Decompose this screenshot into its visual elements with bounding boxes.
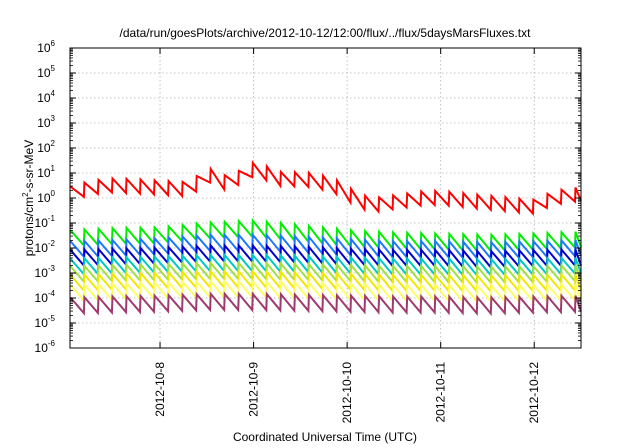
y-tick-label: 10-4 [35, 289, 56, 305]
y-tick-label: 10-2 [35, 239, 56, 255]
y-tick-exponent: 5 [51, 64, 56, 73]
x-tick-label: 2012-10-11 [434, 362, 448, 423]
y-tick-labels: 10-610-510-410-310-210-11001011021031041… [35, 39, 56, 355]
y-tick-label: 105 [37, 64, 55, 80]
series-line-7 [69, 268, 582, 295]
series-line-9 [69, 291, 582, 317]
y-tick-base: 10 [37, 91, 51, 105]
y-tick-label: 104 [37, 89, 55, 105]
series-line-6 [69, 260, 582, 286]
series-line-5 [69, 252, 582, 278]
x-tick-label: 2012-10-9 [247, 362, 261, 417]
series-line-2 [69, 217, 582, 254]
axis-ticks [70, 47, 581, 349]
series-line-1 [69, 160, 582, 217]
y-tick-exponent: -2 [48, 239, 56, 248]
y-tick-label: 106 [37, 39, 55, 55]
y-tick-label: 101 [37, 164, 55, 180]
y-tick-base: 10 [35, 216, 49, 230]
series-line-4 [69, 242, 582, 270]
series-line-3 [69, 232, 582, 261]
y-tick-exponent: -1 [48, 214, 56, 223]
y-tick-base: 10 [35, 291, 49, 305]
y-tick-label: 10-6 [35, 339, 56, 355]
x-tick-label: 2012-10-10 [340, 362, 354, 424]
y-tick-base: 10 [37, 41, 51, 55]
x-tick-labels: 2012-10-8 2012-10-9 2012-10-10 2012-10-11 20… [153, 362, 541, 424]
y-tick-exponent: 2 [51, 139, 56, 148]
series-line-8 [69, 278, 582, 305]
y-tick-label: 102 [37, 139, 55, 155]
y-tick-base: 10 [37, 191, 51, 205]
y-tick-base: 10 [35, 316, 49, 330]
y-tick-base: 10 [37, 116, 51, 130]
x-tick-label: 2012-10-12 [527, 362, 541, 424]
chart-title: /data/run/goesPlots/archive/2012-10-12/1… [120, 26, 532, 40]
y-tick-exponent: -5 [48, 314, 56, 323]
y-tick-base: 10 [37, 166, 51, 180]
y-tick-exponent: -3 [48, 264, 56, 273]
y-tick-exponent: 0 [51, 189, 56, 198]
y-tick-exponent: 3 [51, 114, 56, 123]
y-axis-label-base: protons/cm [22, 197, 36, 256]
y-tick-exponent: 4 [51, 89, 56, 98]
y-axis-label-rest: -s-sr-MeV [22, 140, 36, 193]
y-axis-label: protons/cm2-s-sr-MeV [21, 140, 36, 256]
y-tick-base: 10 [37, 141, 51, 155]
x-tick-label: 2012-10-8 [153, 362, 167, 417]
y-axis-label-sup: 2 [21, 192, 30, 197]
y-tick-exponent: 1 [51, 164, 56, 173]
x-axis-label: Coordinated Universal Time (UTC) [233, 430, 417, 444]
y-tick-base: 10 [37, 66, 51, 80]
y-tick-label: 10-3 [35, 264, 56, 280]
y-tick-label: 100 [37, 189, 55, 205]
y-tick-label: 10-1 [35, 214, 56, 230]
y-tick-label: 103 [37, 114, 55, 130]
y-tick-base: 10 [35, 341, 49, 355]
y-tick-exponent: -4 [48, 289, 56, 298]
y-tick-base: 10 [35, 241, 49, 255]
y-tick-exponent: 6 [51, 39, 56, 48]
y-tick-exponent: -6 [48, 339, 56, 348]
y-tick-base: 10 [35, 266, 49, 280]
y-tick-label: 10-5 [35, 314, 56, 330]
series-layer [69, 160, 582, 317]
